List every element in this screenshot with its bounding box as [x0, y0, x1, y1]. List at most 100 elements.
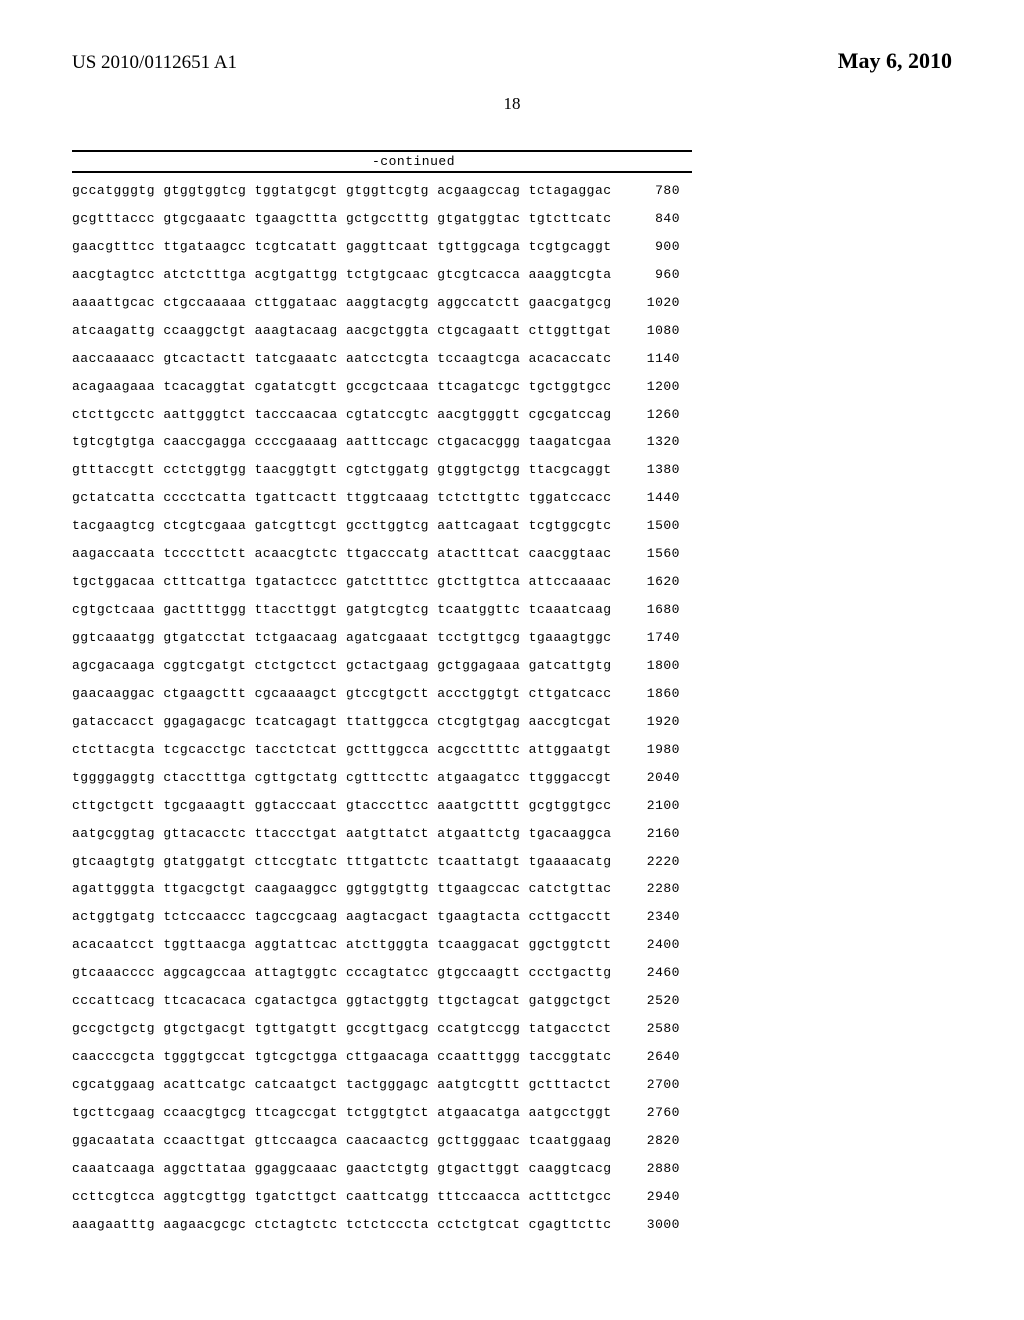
sequence-groups: ggtcaaatgg gtgatcctat tctgaacaag agatcga… [72, 624, 620, 652]
sequence-groups: aatgcggtag gttacacctc ttaccctgat aatgtta… [72, 820, 620, 848]
sequence-groups: tggggaggtg ctacctttga cgttgctatg cgtttcc… [72, 764, 620, 792]
sequence-groups: gccatgggtg gtggtggtcg tggtatgcgt gtggttc… [72, 177, 620, 205]
sequence-position: 1860 [620, 680, 680, 708]
sequence-row: gtttaccgtt cctctggtgg taacggtgtt cgtctgg… [72, 456, 952, 484]
sequence-groups: cgtgctcaaa gacttttggg ttaccttggt gatgtcg… [72, 596, 620, 624]
sequence-groups: gaacgtttcc ttgataagcc tcgtcatatt gaggttc… [72, 233, 620, 261]
sequence-position: 2520 [620, 987, 680, 1015]
sequence-position: 2220 [620, 848, 680, 876]
sequence-position: 1560 [620, 540, 680, 568]
sequence-row: cccattcacg ttcacacaca cgatactgca ggtactg… [72, 987, 952, 1015]
sequence-row: aagaccaata tccccttctt acaacgtctc ttgaccc… [72, 540, 952, 568]
sequence-groups: gctatcatta cccctcatta tgattcactt ttggtca… [72, 484, 620, 512]
sequence-position: 2460 [620, 959, 680, 987]
sequence-groups: agcgacaaga cggtcgatgt ctctgctcct gctactg… [72, 652, 620, 680]
sequence-row: aaccaaaacc gtcactactt tatcgaaatc aatcctc… [72, 345, 952, 373]
sequence-groups: tgcttcgaag ccaacgtgcg ttcagccgat tctggtg… [72, 1099, 620, 1127]
sequence-row: gataccacct ggagagacgc tcatcagagt ttattgg… [72, 708, 952, 736]
sequence-groups: aagaccaata tccccttctt acaacgtctc ttgaccc… [72, 540, 620, 568]
sequence-groups: actggtgatg tctccaaccc tagccgcaag aagtacg… [72, 903, 620, 931]
sequence-groups: tgctggacaa ctttcattga tgatactccc gatcttt… [72, 568, 620, 596]
sequence-groups: cgcatggaag acattcatgc catcaatgct tactggg… [72, 1071, 620, 1099]
sequence-position: 1320 [620, 428, 680, 456]
sequence-groups: ctcttacgta tcgcacctgc tacctctcat gctttgg… [72, 736, 620, 764]
sequence-row: gcgtttaccc gtgcgaaatc tgaagcttta gctgcct… [72, 205, 952, 233]
sequence-groups: gtcaagtgtg gtatggatgt cttccgtatc tttgatt… [72, 848, 620, 876]
sequence-row: actggtgatg tctccaaccc tagccgcaag aagtacg… [72, 903, 952, 931]
sequence-row: tgctggacaa ctttcattga tgatactccc gatcttt… [72, 568, 952, 596]
sequence-groups: caaatcaaga aggcttataa ggaggcaaac gaactct… [72, 1155, 620, 1183]
sequence-row: gccgctgctg gtgctgacgt tgttgatgtt gccgttg… [72, 1015, 952, 1043]
publication-date: May 6, 2010 [838, 48, 952, 74]
sequence-groups: gtttaccgtt cctctggtgg taacggtgtt cgtctgg… [72, 456, 620, 484]
sequence-groups: aacgtagtcc atctctttga acgtgattgg tctgtgc… [72, 261, 620, 289]
sequence-groups: acacaatcct tggttaacga aggtattcac atcttgg… [72, 931, 620, 959]
sequence-position: 840 [620, 205, 680, 233]
sequence-position: 1080 [620, 317, 680, 345]
sequence-row: aacgtagtcc atctctttga acgtgattgg tctgtgc… [72, 261, 952, 289]
sequence-groups: gataccacct ggagagacgc tcatcagagt ttattgg… [72, 708, 620, 736]
sequence-row: tgtcgtgtga caaccgagga ccccgaaaag aatttcc… [72, 428, 952, 456]
sequence-row: gtcaaacccc aggcagccaa attagtggtc cccagta… [72, 959, 952, 987]
sequence-listing: gccatgggtg gtggtggtcg tggtatgcgt gtggttc… [72, 177, 952, 1239]
sequence-position: 1440 [620, 484, 680, 512]
sequence-row: tggggaggtg ctacctttga cgttgctatg cgtttcc… [72, 764, 952, 792]
sequence-row: ccttcgtcca aggtcgttgg tgatcttgct caattca… [72, 1183, 952, 1211]
sequence-row: acagaagaaa tcacaggtat cgatatcgtt gccgctc… [72, 373, 952, 401]
sequence-groups: gcgtttaccc gtgcgaaatc tgaagcttta gctgcct… [72, 205, 620, 233]
sequence-position: 1260 [620, 401, 680, 429]
sequence-position: 2700 [620, 1071, 680, 1099]
sequence-groups: ggacaatata ccaacttgat gttccaagca caacaac… [72, 1127, 620, 1155]
sequence-row: gaacgtttcc ttgataagcc tcgtcatatt gaggttc… [72, 233, 952, 261]
sequence-row: cgtgctcaaa gacttttggg ttaccttggt gatgtcg… [72, 596, 952, 624]
sequence-position: 1620 [620, 568, 680, 596]
sequence-position: 2040 [620, 764, 680, 792]
sequence-position: 2580 [620, 1015, 680, 1043]
sequence-position: 1800 [620, 652, 680, 680]
sequence-groups: cccattcacg ttcacacaca cgatactgca ggtactg… [72, 987, 620, 1015]
sequence-row: gccatgggtg gtggtggtcg tggtatgcgt gtggttc… [72, 177, 952, 205]
sequence-position: 1740 [620, 624, 680, 652]
sequence-row: aatgcggtag gttacacctc ttaccctgat aatgtta… [72, 820, 952, 848]
sequence-position: 900 [620, 233, 680, 261]
sequence-row: tacgaagtcg ctcgtcgaaa gatcgttcgt gccttgg… [72, 512, 952, 540]
page-number: 18 [72, 94, 952, 114]
sequence-row: gctatcatta cccctcatta tgattcactt ttggtca… [72, 484, 952, 512]
sequence-position: 1680 [620, 596, 680, 624]
sequence-groups: ctcttgcctc aattgggtct tacccaacaa cgtatcc… [72, 401, 620, 429]
sequence-groups: agattgggta ttgacgctgt caagaaggcc ggtggtg… [72, 875, 620, 903]
sequence-row: caaatcaaga aggcttataa ggaggcaaac gaactct… [72, 1155, 952, 1183]
sequence-row: ggacaatata ccaacttgat gttccaagca caacaac… [72, 1127, 952, 1155]
sequence-position: 2820 [620, 1127, 680, 1155]
sequence-position: 2100 [620, 792, 680, 820]
rule-top [72, 150, 692, 152]
sequence-row: ggtcaaatgg gtgatcctat tctgaacaag agatcga… [72, 624, 952, 652]
sequence-groups: aaagaatttg aagaacgcgc ctctagtctc tctctcc… [72, 1211, 620, 1239]
sequence-position: 2940 [620, 1183, 680, 1211]
sequence-row: cgcatggaag acattcatgc catcaatgct tactggg… [72, 1071, 952, 1099]
sequence-groups: tgtcgtgtga caaccgagga ccccgaaaag aatttcc… [72, 428, 620, 456]
sequence-position: 2880 [620, 1155, 680, 1183]
sequence-row: ctcttacgta tcgcacctgc tacctctcat gctttgg… [72, 736, 952, 764]
sequence-row: cttgctgctt tgcgaaagtt ggtacccaat gtaccct… [72, 792, 952, 820]
sequence-position: 1380 [620, 456, 680, 484]
sequence-position: 780 [620, 177, 680, 205]
sequence-groups: gaacaaggac ctgaagcttt cgcaaaagct gtccgtg… [72, 680, 620, 708]
sequence-position: 1980 [620, 736, 680, 764]
sequence-row: gaacaaggac ctgaagcttt cgcaaaagct gtccgtg… [72, 680, 952, 708]
sequence-groups: caacccgcta tgggtgccat tgtcgctgga cttgaac… [72, 1043, 620, 1071]
sequence-groups: gtcaaacccc aggcagccaa attagtggtc cccagta… [72, 959, 620, 987]
sequence-row: caacccgcta tgggtgccat tgtcgctgga cttgaac… [72, 1043, 952, 1071]
sequence-row: tgcttcgaag ccaacgtgcg ttcagccgat tctggtg… [72, 1099, 952, 1127]
continued-label: -continued [372, 154, 952, 169]
sequence-groups: acagaagaaa tcacaggtat cgatatcgtt gccgctc… [72, 373, 620, 401]
sequence-position: 2160 [620, 820, 680, 848]
sequence-row: aaaattgcac ctgccaaaaa cttggataac aaggtac… [72, 289, 952, 317]
sequence-groups: aaaattgcac ctgccaaaaa cttggataac aaggtac… [72, 289, 620, 317]
sequence-position: 1200 [620, 373, 680, 401]
sequence-position: 1920 [620, 708, 680, 736]
sequence-groups: gccgctgctg gtgctgacgt tgttgatgtt gccgttg… [72, 1015, 620, 1043]
sequence-groups: aaccaaaacc gtcactactt tatcgaaatc aatcctc… [72, 345, 620, 373]
sequence-position: 2760 [620, 1099, 680, 1127]
sequence-row: aaagaatttg aagaacgcgc ctctagtctc tctctcc… [72, 1211, 952, 1239]
